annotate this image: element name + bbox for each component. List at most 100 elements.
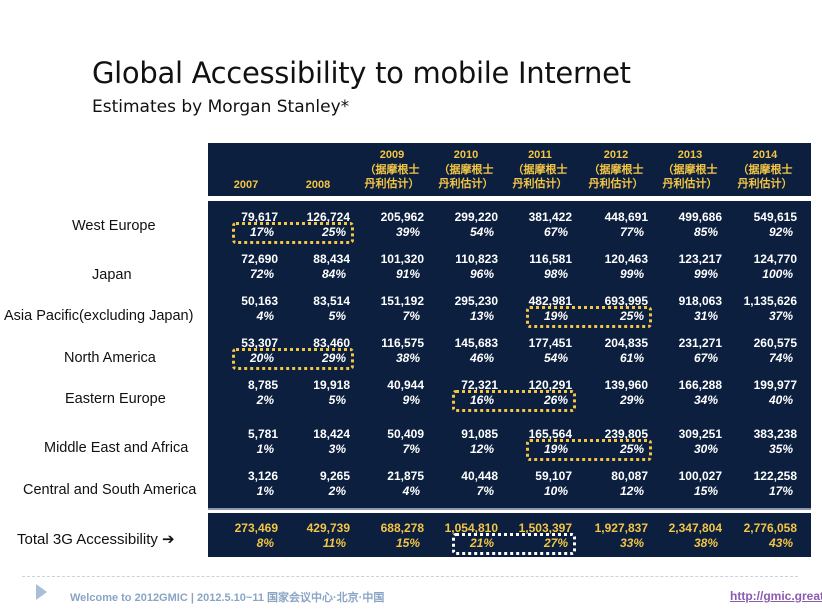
table-cell: 918,063 31%: [652, 294, 722, 324]
table-cell: 80,087 12%: [578, 469, 648, 499]
table-cell: 1,503,397 27%: [502, 521, 572, 551]
cell-value: 110,823: [455, 252, 498, 266]
cell-percent: 5%: [328, 309, 346, 323]
cell-value: 50,163: [241, 294, 278, 308]
table-cell: 549,615 92%: [727, 210, 797, 240]
total-separator: [208, 508, 811, 510]
cell-value: 205,962: [380, 210, 424, 224]
table-cell: 1,054,810 21%: [428, 521, 498, 551]
cell-percent: 39%: [395, 225, 420, 239]
cell-value: 199,977: [753, 378, 797, 392]
table-body-panel: [208, 201, 811, 508]
table-cell: 383,238 35%: [727, 427, 797, 457]
cell-value: 91,085: [461, 427, 498, 441]
table-cell: 199,977 40%: [727, 378, 797, 408]
cell-percent: 67%: [693, 351, 718, 365]
cell-value: 3,126: [247, 469, 278, 483]
cell-value: 139,960: [604, 378, 648, 392]
cell-percent: 29%: [619, 393, 644, 407]
row-label: Central and South America: [23, 482, 197, 498]
cell-value: 100,027: [678, 469, 722, 483]
cell-percent: 5%: [328, 393, 346, 407]
cell-percent: 38%: [693, 536, 718, 550]
cell-value: 9,265: [319, 469, 350, 483]
cell-percent: 25%: [321, 225, 346, 239]
cell-value: 116,575: [381, 336, 424, 350]
footer-text: Welcome to 2012GMIC | 2012.5.10~11 国家会议中…: [70, 592, 385, 604]
cell-percent: 98%: [543, 267, 568, 281]
cell-value: 2,347,804: [668, 521, 722, 535]
cell-value: 381,422: [528, 210, 572, 224]
cell-percent: 72%: [249, 267, 274, 281]
table-cell: 40,448 7%: [428, 469, 498, 499]
cell-percent: 21%: [469, 536, 494, 550]
row-label: North America: [64, 350, 156, 366]
table-cell: 101,320 91%: [354, 252, 424, 282]
cell-percent: 67%: [543, 225, 568, 239]
cell-percent: 61%: [619, 351, 644, 365]
column-note-line2: 丹利估计）: [364, 178, 420, 190]
cell-percent: 7%: [476, 484, 494, 498]
column-year: 2013: [677, 149, 703, 161]
cell-percent: 91%: [395, 267, 420, 281]
cell-percent: 46%: [469, 351, 494, 365]
cell-percent: 26%: [543, 393, 568, 407]
cell-value: 688,278: [380, 521, 424, 535]
table-cell: 83,460 29%: [280, 336, 350, 366]
table-cell: 693,995 25%: [578, 294, 648, 324]
table-cell: 2,347,804 38%: [652, 521, 722, 551]
cell-percent: 74%: [768, 351, 793, 365]
cell-value: 482,981: [528, 294, 572, 308]
table-cell: 299,220 54%: [428, 210, 498, 240]
cell-value: 40,448: [461, 469, 498, 483]
column-note-line2: 丹利估计）: [662, 178, 718, 190]
column-year: 2014: [752, 149, 778, 161]
column-year: 2007: [233, 179, 259, 191]
cell-value: 50,409: [387, 427, 424, 441]
cell-value: 124,770: [753, 252, 797, 266]
column-note-line1: （据摩根士: [364, 163, 420, 176]
table-cell: 9,265 2%: [280, 469, 350, 499]
cell-value: 549,615: [753, 210, 797, 224]
cell-value: 383,238: [753, 427, 797, 441]
table-header-panel: [208, 143, 811, 196]
cell-percent: 17%: [768, 484, 793, 498]
table-cell: 120,463 99%: [578, 252, 648, 282]
cell-value: 83,514: [313, 294, 350, 308]
table-cell: 83,514 5%: [280, 294, 350, 324]
slide-title: Global Accessibility to mobile Internet: [92, 56, 631, 90]
cell-percent: 84%: [321, 267, 346, 281]
column-header-2007: 2007: [210, 178, 282, 193]
cell-percent: 25%: [619, 309, 644, 323]
column-note-line2: 丹利估计）: [588, 178, 644, 190]
cell-value: 1,927,837: [594, 521, 648, 535]
cell-percent: 19%: [543, 309, 568, 323]
column-note-line2: 丹利估计）: [438, 178, 494, 190]
cell-value: 204,835: [604, 336, 648, 350]
cell-percent: 92%: [768, 225, 793, 239]
footer-link[interactable]: http://gmic.great: [730, 589, 822, 603]
cell-value: 166,288: [678, 378, 722, 392]
cell-value: 80,087: [611, 469, 648, 483]
table-cell: 295,230 13%: [428, 294, 498, 324]
cell-percent: 3%: [328, 442, 346, 456]
table-cell: 165,564 19%: [502, 427, 572, 457]
cell-value: 59,107: [535, 469, 572, 483]
table-cell: 116,581 98%: [502, 252, 572, 282]
cell-value: 239,805: [604, 427, 648, 441]
cell-percent: 35%: [768, 442, 793, 456]
table-cell: 273,469 8%: [208, 521, 278, 551]
cell-percent: 9%: [402, 393, 420, 407]
cell-value: 126,724: [306, 210, 350, 224]
cell-value: 72,690: [241, 252, 278, 266]
table-cell: 53,307 20%: [208, 336, 278, 366]
column-header-2013: 2013 （据摩根士 丹利估计）: [654, 148, 726, 192]
column-note-line2: 丹利估计）: [512, 178, 568, 190]
cell-value: 21,875: [387, 469, 424, 483]
cell-percent: 54%: [469, 225, 494, 239]
cell-percent: 15%: [395, 536, 420, 550]
cell-percent: 15%: [693, 484, 718, 498]
cell-value: 120,291: [528, 378, 572, 392]
cell-value: 5,781: [247, 427, 278, 441]
column-year: 2008: [305, 179, 331, 191]
